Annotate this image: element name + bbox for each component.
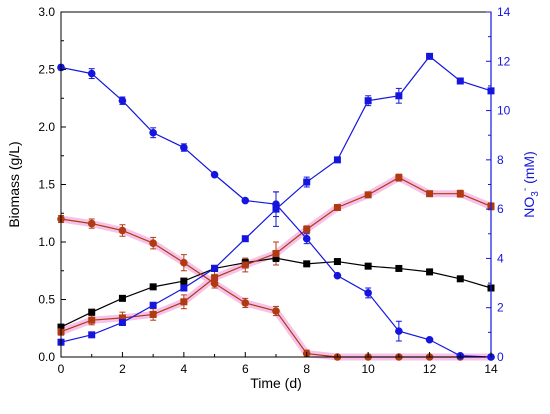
y-axis-right: 0 2 4 6 8 10 12 14 bbox=[486, 5, 511, 364]
data-point-red-circles bbox=[272, 307, 280, 315]
data-point-black-squares bbox=[180, 277, 188, 285]
x-tick-label: 2 bbox=[119, 362, 126, 376]
y2-tick-label: 10 bbox=[497, 104, 511, 118]
x-tick-label: 14 bbox=[484, 362, 498, 376]
data-point-red-squares bbox=[180, 298, 188, 306]
data-point-black-squares bbox=[426, 268, 434, 276]
data-point-red-squares bbox=[149, 310, 157, 318]
data-point-blue-squares bbox=[180, 284, 188, 292]
data-point-blue-squares bbox=[272, 205, 280, 213]
y2-axis-title: NO3- (mM) bbox=[520, 151, 541, 217]
data-point-black-squares bbox=[333, 258, 341, 266]
data-point-black-squares bbox=[88, 308, 96, 316]
plot-frame bbox=[60, 11, 492, 358]
x-tick-label: 8 bbox=[303, 362, 310, 376]
data-point-red-squares bbox=[426, 190, 434, 198]
x-axis-title: Time (d) bbox=[250, 375, 302, 391]
x-tick-label: 4 bbox=[181, 362, 188, 376]
y-tick-label: 1.0 bbox=[38, 235, 55, 249]
y2-tick-label: 6 bbox=[497, 202, 504, 216]
y2-axis-title-sup: - bbox=[520, 188, 531, 191]
series-line-red-circles bbox=[60, 218, 491, 358]
y2-axis-title-sub: 3 bbox=[530, 191, 541, 197]
data-point-blue-squares bbox=[241, 235, 249, 243]
y-tick-label: 0.0 bbox=[38, 350, 55, 364]
series-halo-red-circles bbox=[57, 215, 495, 361]
y2-tick-label: 14 bbox=[497, 5, 511, 19]
y2-axis-title-main: NO bbox=[521, 197, 537, 218]
y2-tick-label: 12 bbox=[497, 54, 511, 68]
data-point-blue-circles bbox=[149, 128, 157, 137]
y2-axis-title-unit: (mM) bbox=[521, 151, 537, 188]
y-tick-label: 2.0 bbox=[38, 120, 55, 134]
data-point-blue-squares bbox=[149, 301, 157, 309]
x-tick-label: 6 bbox=[242, 362, 249, 376]
data-point-blue-squares bbox=[88, 331, 96, 339]
data-point-red-squares bbox=[303, 225, 311, 233]
data-point-red-squares bbox=[456, 190, 464, 198]
data-point-blue-circles bbox=[395, 327, 403, 335]
data-point-red-circles bbox=[180, 258, 188, 267]
data-point-black-squares bbox=[149, 283, 157, 291]
data-point-red-circles bbox=[241, 299, 250, 307]
data-point-blue-squares bbox=[395, 92, 403, 100]
data-point-blue-circles bbox=[210, 170, 219, 179]
data-point-blue-squares bbox=[364, 97, 372, 105]
data-point-red-squares bbox=[395, 174, 403, 182]
data-point-black-squares bbox=[364, 262, 372, 270]
data-point-red-circles bbox=[118, 226, 127, 235]
data-point-blue-squares bbox=[303, 178, 311, 186]
data-point-blue-circles bbox=[302, 234, 311, 243]
data-point-black-squares bbox=[303, 260, 311, 268]
data-point-red-squares bbox=[241, 261, 249, 269]
x-tick-label: 0 bbox=[58, 362, 65, 376]
data-point-blue-squares bbox=[456, 77, 464, 85]
data-point-blue-circles bbox=[118, 96, 127, 105]
data-point-red-circles bbox=[210, 279, 219, 288]
data-point-black-squares bbox=[456, 275, 464, 283]
x-axis: 0 2 4 6 8 10 12 14 bbox=[58, 352, 498, 376]
data-point-black-squares bbox=[395, 264, 403, 272]
y-axis-title: Biomass (g/L) bbox=[6, 141, 22, 227]
data-point-red-squares bbox=[88, 316, 96, 324]
data-point-red-circles bbox=[87, 219, 96, 228]
data-point-blue-circles bbox=[333, 271, 342, 280]
data-point-red-squares bbox=[272, 250, 280, 257]
data-point-red-squares bbox=[211, 274, 219, 282]
data-point-red-squares bbox=[333, 204, 341, 211]
y2-tick-label: 8 bbox=[497, 153, 504, 167]
y2-tick-label: 4 bbox=[497, 251, 504, 265]
data-point-blue-squares bbox=[211, 264, 219, 272]
data-point-red-circles bbox=[149, 239, 157, 247]
marker-layer bbox=[57, 52, 495, 361]
x-tick-label: 12 bbox=[423, 362, 437, 376]
y-tick-label: 2.5 bbox=[38, 63, 55, 77]
y2-tick-label: 0 bbox=[497, 350, 504, 364]
data-point-red-squares bbox=[364, 191, 372, 199]
y-tick-label: 1.5 bbox=[38, 178, 55, 192]
data-point-blue-circles bbox=[180, 143, 188, 152]
x-tick-label: 10 bbox=[361, 362, 375, 376]
y-axis-left: 0.0 0.5 1.0 1.5 2.0 2.5 3.0 bbox=[38, 5, 66, 364]
y-tick-label: 3.0 bbox=[38, 5, 55, 19]
data-point-blue-squares bbox=[118, 319, 126, 326]
data-point-blue-circles bbox=[364, 289, 372, 297]
data-point-blue-circles bbox=[241, 196, 250, 205]
data-point-red-squares bbox=[118, 314, 126, 322]
data-point-black-squares bbox=[118, 294, 126, 302]
data-point-blue-squares bbox=[333, 156, 341, 164]
data-point-blue-circles bbox=[425, 335, 434, 344]
data-point-blue-circles bbox=[87, 69, 96, 78]
data-point-black-squares bbox=[272, 254, 280, 262]
data-point-blue-squares bbox=[426, 52, 434, 60]
y-tick-label: 0.5 bbox=[38, 293, 55, 307]
y2-tick-label: 2 bbox=[497, 301, 504, 315]
